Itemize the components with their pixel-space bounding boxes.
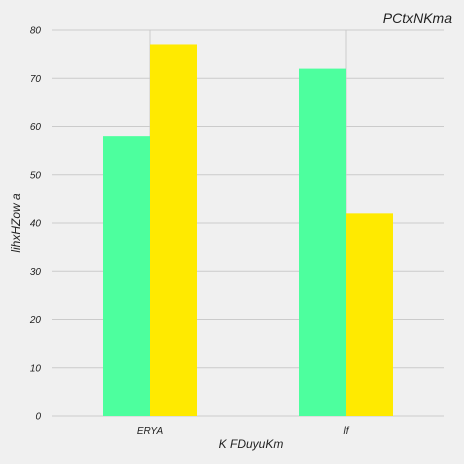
bar (103, 136, 150, 416)
y-axis-title: lihxHZow a (9, 193, 23, 253)
y-tick-label: 30 (30, 267, 42, 278)
x-axis-title: K FDuyuKm (219, 437, 284, 451)
bar (150, 44, 197, 416)
bar-group (103, 44, 393, 416)
y-tick-label: 50 (30, 170, 42, 181)
y-tick-label: 60 (30, 122, 42, 133)
y-tick-label: 0 (35, 412, 41, 423)
x-tick-label: ERYA (137, 426, 164, 437)
x-tick-labels: ERYA lf (137, 426, 350, 437)
y-tick-label: 80 (30, 26, 42, 37)
bar (346, 213, 393, 416)
y-tick-labels: 0 10 20 30 40 50 60 70 80 (29, 26, 42, 423)
y-tick-label: 40 (30, 219, 42, 230)
bar (299, 68, 346, 416)
x-tick-label: lf (344, 426, 350, 437)
y-tick-label: 70 (30, 74, 42, 85)
chart-title: PCtxNKma (383, 10, 452, 26)
y-tick-label: 10 (30, 363, 42, 374)
y-tick-label: 20 (29, 315, 42, 326)
